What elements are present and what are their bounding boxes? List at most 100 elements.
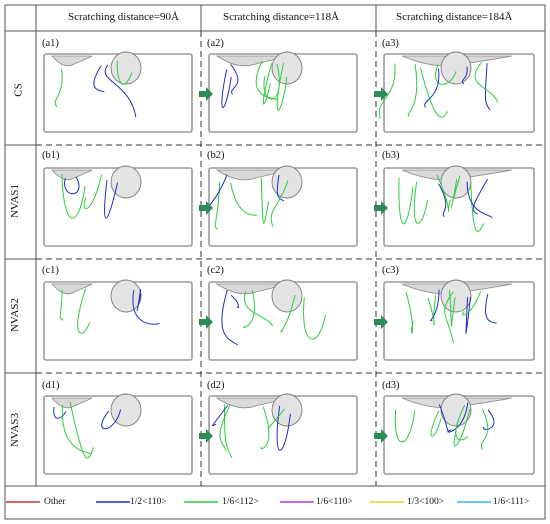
dislocation-line: [407, 63, 418, 118]
abrasive-particle: [110, 393, 142, 427]
panel-label-b1: (b1): [42, 150, 60, 161]
dislocation-line: [453, 408, 471, 447]
scratch-groove: [51, 55, 93, 67]
dislocation-line: [435, 64, 457, 85]
dislocation-line: [207, 174, 228, 212]
dislocation-line: [53, 406, 67, 419]
panel-label-c3: (c3): [382, 265, 399, 276]
abrasive-particle: [271, 393, 303, 427]
dislocation-line: [485, 293, 497, 324]
abrasive-particle: [110, 165, 142, 199]
dislocation-line: [104, 180, 118, 219]
panel-label-c1: (c1): [42, 265, 59, 276]
panel-label-c2: (c2): [207, 265, 224, 276]
dislocation-line: [427, 294, 437, 326]
dislocation-line: [451, 175, 461, 208]
column-header-2: Scratching distance=118Å: [223, 11, 340, 23]
dislocation-line: [270, 180, 289, 227]
panel-label-d1: (d1): [42, 380, 60, 391]
dislocation-line: [61, 174, 86, 219]
legend-label-third-100: 1/3<100>: [407, 497, 445, 507]
dislocation-line: [255, 60, 278, 101]
panel-b3: [374, 165, 535, 247]
dislocation-line: [262, 63, 273, 105]
progression-arrow-icon: [199, 87, 213, 101]
dislocation-line: [430, 289, 440, 322]
row-label-nvas3: NVAS3: [9, 412, 22, 448]
dislocation-line: [480, 408, 489, 450]
dislocation-line: [219, 405, 231, 452]
panel-d2: [199, 393, 358, 475]
legend-label-sixth-111: 1/6<111>: [493, 497, 530, 507]
dislocation-line: [221, 69, 232, 108]
dislocation-line: [466, 181, 493, 219]
dislocation-line: [93, 65, 105, 93]
panel-label-b3: (b3): [382, 150, 400, 161]
abrasive-particle: [440, 51, 472, 85]
dislocation-line: [116, 60, 133, 85]
dislocation-line: [436, 174, 451, 212]
abrasive-particle: [440, 279, 472, 313]
progression-arrow-icon: [374, 315, 388, 329]
dislocation-line: [230, 294, 240, 309]
dislocation-line: [69, 401, 94, 459]
dislocation-line: [61, 405, 92, 455]
progression-arrow-icon: [199, 315, 213, 329]
dislocation-line: [230, 182, 257, 216]
dislocation-line: [449, 290, 456, 327]
panel-a2: [199, 51, 358, 133]
panel-a1: [43, 51, 193, 133]
dislocation-line: [398, 177, 414, 225]
dislocation-line: [430, 410, 442, 437]
panel-label-a3: (a3): [382, 38, 399, 49]
dislocation-line: [230, 64, 239, 95]
panel-label-d2: (d2): [207, 380, 225, 391]
legend-label-other: Other: [44, 497, 66, 507]
panel-d3: [374, 393, 535, 475]
dislocation-line: [484, 63, 491, 111]
dislocation-line: [260, 407, 270, 450]
row-label-cs: CS: [12, 83, 25, 97]
dislocation-line: [413, 181, 429, 224]
dislocation-line: [132, 289, 160, 325]
panel-d1: [43, 393, 193, 475]
dislocation-line: [136, 288, 142, 312]
dislocation-line: [474, 62, 499, 103]
dislocation-line: [455, 404, 469, 441]
dislocation-line: [260, 177, 270, 224]
dislocation-line: [303, 297, 326, 340]
dislocation-line: [243, 291, 274, 327]
dislocation-line: [104, 64, 137, 118]
dislocation-line: [64, 176, 80, 195]
progression-arrow-icon: [199, 429, 213, 443]
dislocation-line: [470, 183, 484, 232]
dislocation-line: [472, 178, 489, 215]
progression-arrow-icon: [374, 429, 388, 443]
panel-b2: [199, 165, 358, 247]
panel-c1: [43, 279, 193, 361]
dislocation-line: [101, 409, 122, 430]
dislocation-line: [276, 174, 285, 202]
dislocation-line: [405, 291, 414, 334]
abrasive-particle: [110, 279, 142, 313]
dislocation-line: [243, 290, 255, 328]
legend-label-sixth-112: 1/6<112>: [222, 497, 259, 507]
panel-a3: [374, 51, 535, 133]
dislocation-line: [378, 63, 396, 119]
outer-frame: [4, 4, 546, 520]
row-label-nvas1: NVAS1: [9, 183, 22, 219]
panel-c2: [199, 279, 358, 361]
dislocation-line: [438, 183, 447, 218]
scratch-groove: [51, 169, 93, 181]
column-header-3: Scratching distance=184Å: [396, 11, 513, 23]
dislocation-line: [482, 409, 495, 430]
abrasive-particle: [110, 51, 142, 85]
dislocation-line: [223, 404, 233, 459]
progression-arrow-icon: [374, 201, 388, 215]
panel-b1: [43, 165, 193, 247]
panel-label-a1: (a1): [42, 38, 59, 49]
dislocation-line: [461, 66, 468, 85]
dislocation-line: [54, 68, 63, 108]
scratch-groove: [51, 397, 93, 409]
